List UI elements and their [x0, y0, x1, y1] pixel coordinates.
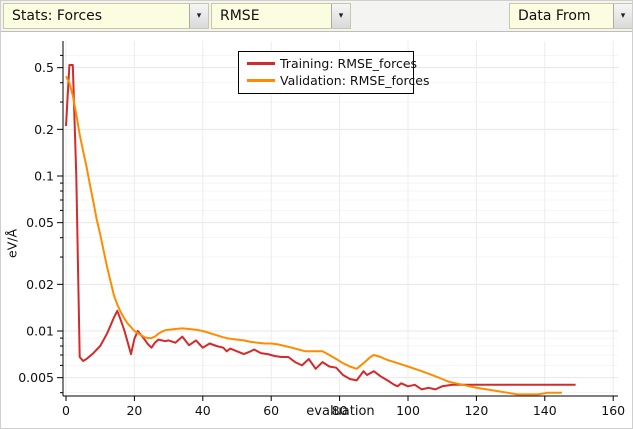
chart-legend: Training: RMSE_forces Validation: RMSE_f…: [238, 51, 429, 94]
x-tick-label: 60: [263, 403, 279, 418]
chart-plot-svg: 0.5 0.2 0.1 0.05 0.02 0.01 0.005 0 20 40 60 80 100 12…: [18, 41, 625, 418]
y-tick-label: 0.5: [34, 60, 54, 75]
chevron-down-icon[interactable]: ▾: [189, 4, 208, 28]
chart-canvas: 0.5 0.2 0.1 0.05 0.02 0.01 0.005 0 20 40 60 80 100 12…: [1, 33, 632, 428]
y-tick-label: 0.005: [18, 370, 54, 385]
stats-dropdown-label: Stats: Forces: [12, 8, 103, 24]
x-tick-label: 20: [126, 403, 142, 418]
chevron-down-icon[interactable]: ▾: [331, 4, 350, 28]
validation-line-swatch: [247, 79, 275, 82]
y-tick-label: 0.05: [26, 215, 54, 230]
x-tick-label: 80: [332, 403, 348, 418]
y-tick-label: 0.01: [26, 324, 54, 339]
toolbar: Stats: Forces ▾ RMSE ▾ Data From ▾: [1, 1, 632, 32]
x-tick-label: 160: [601, 403, 625, 418]
metric-dropdown[interactable]: RMSE ▾: [211, 3, 351, 29]
metric-dropdown-label: RMSE: [220, 8, 260, 24]
training-line-swatch: [247, 62, 275, 65]
legend-item-training: Training: RMSE_forces: [247, 55, 417, 72]
validation-series-line: [65, 75, 562, 396]
data-from-dropdown[interactable]: Data From ▾: [509, 3, 632, 29]
x-tick-label: 0: [62, 403, 70, 418]
data-from-dropdown-label: Data From: [518, 8, 591, 24]
legend-label-validation: Validation: RMSE_forces: [280, 73, 430, 88]
legend-item-validation: Validation: RMSE_forces: [247, 72, 429, 89]
stats-dropdown[interactable]: Stats: Forces ▾: [3, 3, 209, 29]
legend-label-training: Training: RMSE_forces: [280, 56, 418, 71]
x-tick-label: 40: [195, 403, 211, 418]
x-axis-title: evaluation: [306, 404, 375, 419]
x-tick-label: 100: [396, 403, 420, 418]
y-tick-label: 0.02: [26, 277, 54, 292]
y-tick-label: 0.1: [34, 169, 54, 184]
x-tick-label: 140: [533, 403, 557, 418]
chevron-down-icon[interactable]: ▾: [613, 4, 632, 28]
y-tick-label: 0.2: [34, 122, 54, 137]
x-tick-label: 120: [464, 403, 488, 418]
y-axis-title: eV/Å: [4, 228, 20, 258]
training-series-line: [65, 64, 576, 391]
